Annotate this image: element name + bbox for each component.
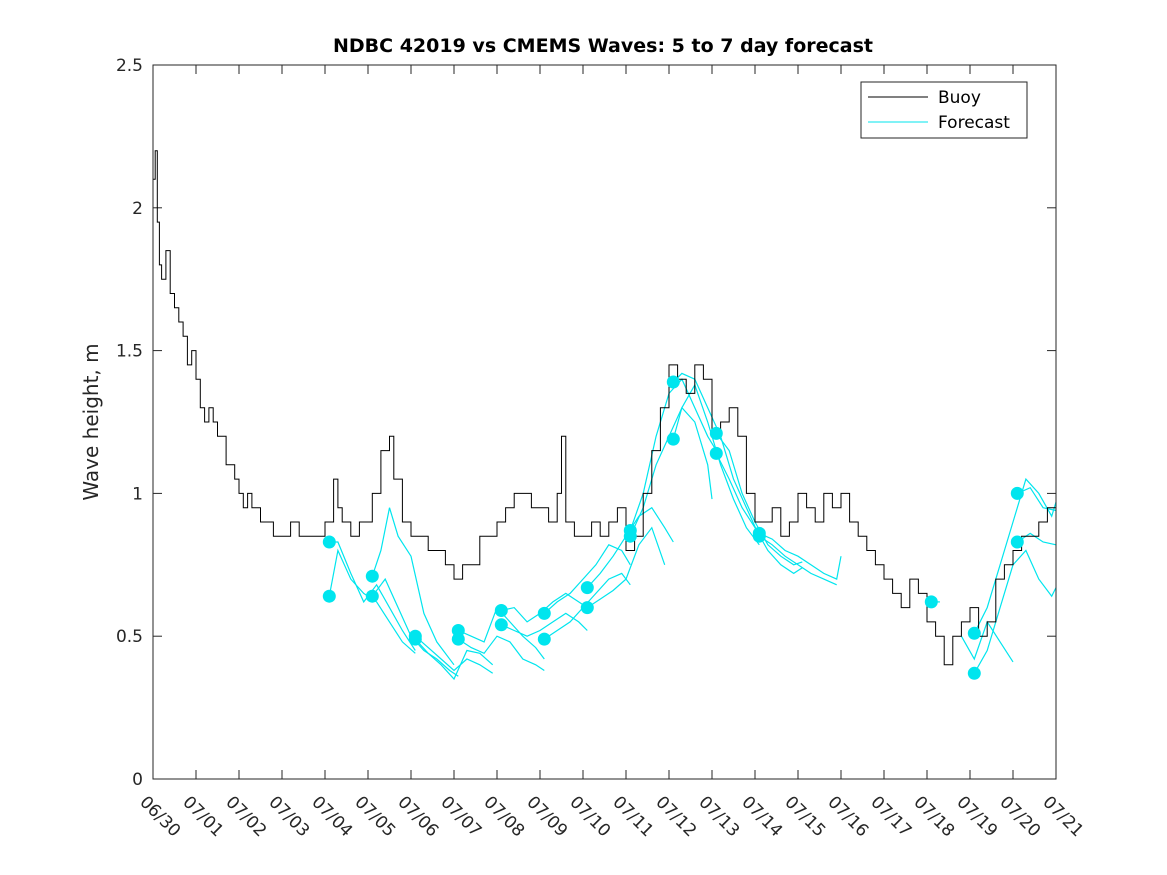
forecast-line [457,635,545,672]
forecast-line [414,638,494,681]
forecast-line [414,635,494,674]
forecast-point [1010,535,1024,549]
forecast-line [629,406,713,537]
forecast-point [537,606,551,620]
forecast-point [666,375,680,389]
forecast-line [1016,532,1057,546]
x-tick-label: 07/09 [522,792,571,841]
y-tick-label: 1.5 [116,342,143,362]
x-tick-label: 07/13 [694,792,743,841]
forecast-point [322,535,336,549]
legend-label-buoy: Buoy [938,88,981,108]
x-tick-label: 07/07 [436,792,485,841]
series-layer [153,150,1057,681]
forecast-line [672,372,760,537]
forecast-point [365,569,379,583]
x-tick-label: 07/05 [350,792,399,841]
forecast-line [759,532,842,580]
chart-title: NDBC 42019 vs CMEMS Waves: 5 to 7 day fo… [333,35,873,57]
x-tick-label: 07/15 [780,792,829,841]
forecast-line [672,383,760,546]
forecast-line [501,612,588,637]
forecast-point [752,529,766,543]
legend: Buoy Forecast [860,81,1028,139]
x-tick-label: 07/04 [307,792,356,841]
forecast-point [709,446,723,460]
forecast-point [666,432,680,446]
legend-box [860,81,1028,139]
y-tick-label: 2.5 [116,56,143,76]
forecast-point [967,666,981,680]
plot-frame [152,64,1057,780]
forecast-point [365,589,379,603]
x-tick-label: 07/06 [393,792,442,841]
forecast-line [586,526,666,609]
x-tick-label: 07/18 [909,792,958,841]
buoy-line [153,150,1057,666]
plot-area [153,65,1056,779]
x-tick-label: 07/08 [479,792,528,841]
x-tick-labels: 06/3007/0107/0207/0307/0407/0507/0607/07… [135,792,1087,841]
y-tick-label: 0.5 [116,627,143,647]
x-tick-label: 07/01 [178,792,227,841]
y-tick-label: 1 [132,484,143,504]
x-tick-label: 07/16 [823,792,872,841]
forecast-point [494,618,508,632]
forecast-line [973,477,1057,634]
forecast-line [543,544,631,614]
forecast-point [1010,486,1024,500]
forecast-point [451,632,465,646]
y-tick-labels: 0 0.5 1 1.5 2 2.5 [116,56,143,790]
y-tick-label: 2 [132,199,143,219]
forecast-point [709,426,723,440]
x-tick-label: 07/21 [1038,792,1087,841]
forecast-line [371,507,455,666]
forecast-point [322,589,336,603]
legend-label-forecast: Forecast [938,113,1010,133]
x-tick-label: 07/12 [651,792,700,841]
x-tick-label: 07/14 [737,792,786,841]
forecast-point [494,604,508,617]
forecast-point [408,632,422,646]
forecast-point [580,581,594,595]
forecast-point [924,595,938,609]
axis-ticks [152,64,1057,780]
x-tick-label: 07/02 [221,792,270,841]
forecast-line [973,549,1057,674]
forecast-point [967,626,981,640]
forecast-line [758,535,837,586]
x-tick-label: 07/17 [866,792,915,841]
forecast-point [580,601,594,615]
x-tick-label: 07/03 [264,792,313,841]
x-tick-label: 07/11 [608,792,657,841]
y-tick-label: 0 [132,770,143,790]
x-tick-label: 07/20 [995,792,1044,841]
forecast-line [1017,486,1057,512]
x-tick-label: 06/30 [135,792,184,841]
y-axis-label: Wave height, m [79,343,103,500]
x-tick-label: 07/19 [952,792,1001,841]
forecast-point [623,529,637,543]
forecast-line [543,572,631,640]
x-tick-label: 07/10 [565,792,614,841]
forecast-point [537,632,551,646]
